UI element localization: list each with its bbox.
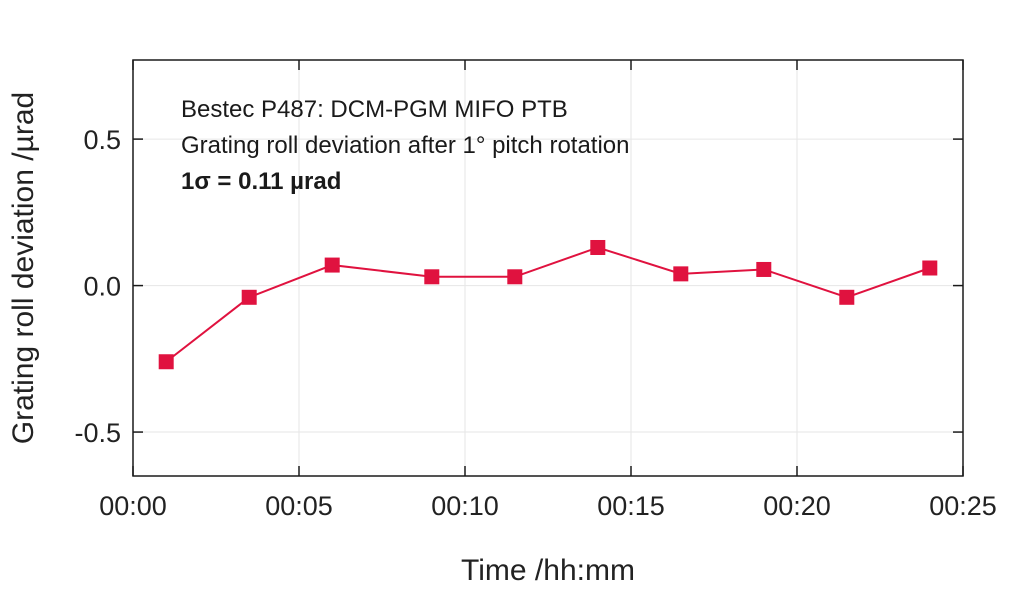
- annotation-title: Bestec P487: DCM-PGM MIFO PTB: [181, 96, 568, 123]
- data-point-marker: [241, 289, 257, 305]
- x-tick-label: 00:15: [597, 491, 665, 521]
- x-tick-labels: 00:00 00:05 00:10 00:15 00:20 00:25: [99, 491, 997, 521]
- annotation-sigma: 1σ = 0.11 µrad: [181, 168, 341, 195]
- y-tick-label: -0.5: [74, 418, 121, 448]
- y-tick-label: 0.5: [83, 125, 121, 155]
- y-tick-label: 0.0: [83, 272, 121, 302]
- data-point-marker: [756, 261, 772, 277]
- plot-frame: [132, 59, 964, 477]
- axis-ticks: [132, 60, 964, 476]
- annotation-subtitle: Grating roll deviation after 1° pitch ro…: [181, 132, 630, 159]
- x-tick-label: 00:25: [929, 491, 997, 521]
- series-line: [165, 246, 931, 363]
- x-tick-label: 00:00: [99, 491, 167, 521]
- data-point-marker: [158, 354, 174, 370]
- grid-lines: [133, 60, 963, 476]
- y-tick-labels: 0.5 0.0 -0.5: [74, 125, 121, 448]
- y-axis-title: Grating roll deviation /µrad: [7, 92, 40, 444]
- data-point-marker: [839, 289, 855, 305]
- data-point-marker: [324, 257, 340, 273]
- x-tick-label: 00:05: [265, 491, 333, 521]
- series-group: [158, 239, 938, 370]
- x-tick-label: 00:20: [763, 491, 831, 521]
- data-point-marker: [922, 260, 938, 276]
- data-point-marker: [507, 269, 523, 285]
- x-axis-title: Time /hh:mm: [461, 554, 635, 587]
- data-point-marker: [673, 266, 689, 282]
- data-point-marker: [424, 269, 440, 285]
- x-tick-label: 00:10: [431, 491, 499, 521]
- data-point-marker: [590, 239, 606, 255]
